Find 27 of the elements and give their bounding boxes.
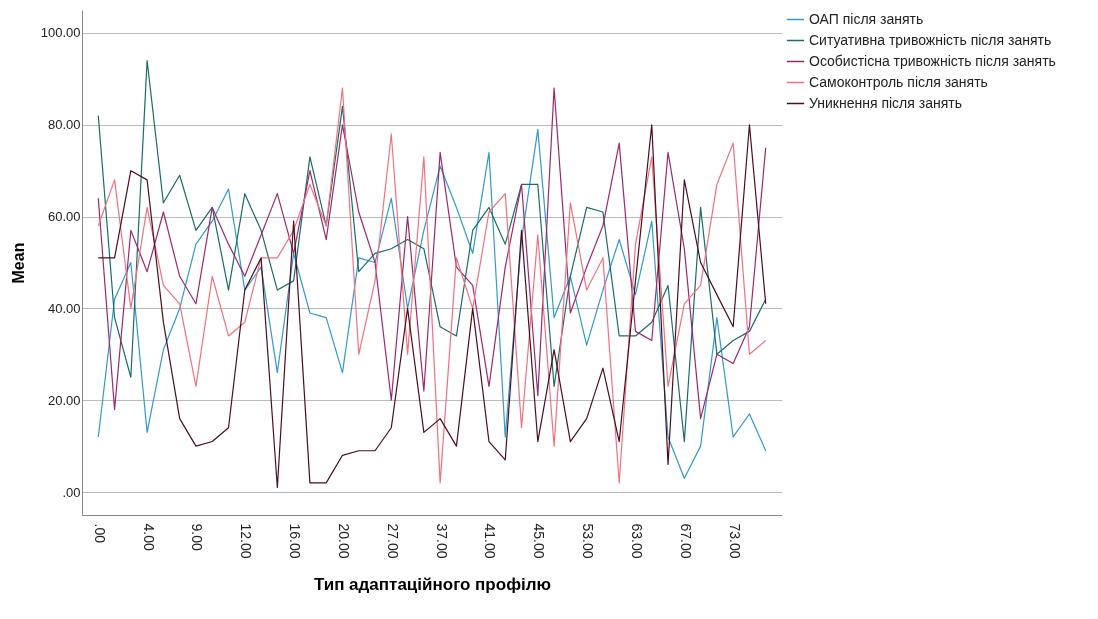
- y-tick-label: 100.00: [40, 25, 81, 41]
- x-tick-label: 41.00: [482, 523, 499, 559]
- y-tick-label: 60.00: [47, 209, 81, 225]
- y-tick-label: .00: [62, 484, 81, 500]
- x-tick-label: 53.00: [580, 523, 597, 559]
- y-axis-title: Mean: [9, 242, 27, 284]
- y-tick-label: 40.00: [47, 300, 81, 316]
- x-axis-title: Тип адаптаційного профілю: [313, 574, 552, 594]
- x-tick-label: 4.00: [140, 523, 157, 551]
- x-tick-label: 27.00: [384, 523, 401, 559]
- legend-label: ОАП після занять: [809, 10, 924, 27]
- legend-label: Самоконтроль після занять: [809, 73, 988, 90]
- legend-label: Особистісна тривожність після занять: [809, 52, 1056, 69]
- x-tick-label: 67.00: [677, 523, 694, 559]
- x-tick-label: 45.00: [531, 523, 548, 559]
- x-tick-label: 16.00: [287, 523, 304, 559]
- legend-label: Ситуативна тривожність після занять: [809, 31, 1052, 48]
- x-tick-label: 9.00: [189, 523, 206, 551]
- x-tick-label: 63.00: [628, 523, 645, 559]
- x-tick-label: 73.00: [726, 523, 743, 559]
- y-tick-label: 80.00: [47, 117, 81, 133]
- x-tick-label: 37.00: [433, 523, 450, 559]
- x-tick-label: .00: [91, 523, 108, 544]
- x-tick-label: 12.00: [238, 523, 255, 559]
- legend-label: Уникнення після занять: [809, 94, 962, 111]
- x-tick-label: 20.00: [335, 523, 352, 559]
- y-tick-label: 20.00: [47, 392, 81, 408]
